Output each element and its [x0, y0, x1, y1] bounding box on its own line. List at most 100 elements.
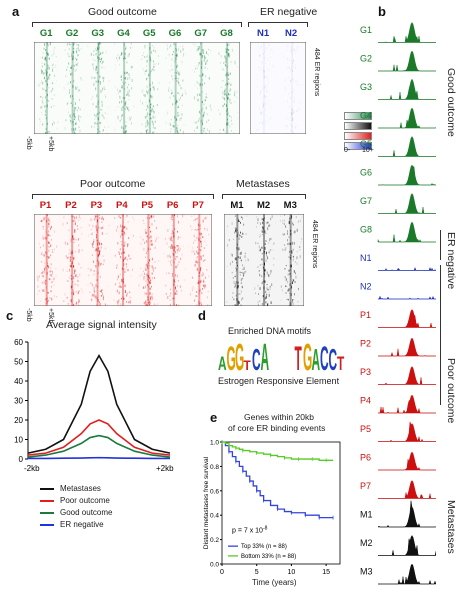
heatmap-frame [250, 42, 306, 134]
lane-label-p1: P1 [39, 200, 52, 211]
er-negative-heatmap [250, 42, 306, 134]
neg-lane-labels: N1 N2 [250, 28, 306, 42]
track-p7: P7 [360, 480, 436, 499]
lane-label-g2: G2 [65, 28, 79, 39]
survival-title-2: of core ER binding events [228, 423, 326, 433]
track-label: N2 [360, 282, 372, 292]
motif-letter: G [235, 338, 244, 372]
track-p3: P3 [360, 366, 436, 385]
motif-letter: A [312, 342, 321, 372]
track-n2: N2 [360, 282, 436, 300]
motif-letter: T [337, 354, 344, 372]
heatmap-column [62, 214, 84, 306]
track-label: P2 [360, 339, 371, 349]
heatmap-column [87, 214, 110, 306]
lane-label-m3: M3 [283, 200, 297, 211]
heatmap-column [139, 42, 160, 134]
track-p5: P5 [360, 421, 436, 442]
lane-label-p6: P6 [166, 200, 179, 211]
track-label: P1 [360, 310, 371, 320]
survival-plot-frame [221, 441, 341, 565]
heatmap-frame [224, 214, 304, 306]
heatmap-column [87, 42, 110, 134]
heatmap-column [218, 42, 239, 134]
heatmap-column [38, 42, 59, 134]
legend-green-bar [344, 112, 372, 120]
x-tick-label: 10 [288, 569, 296, 576]
track-label: G1 [360, 25, 372, 35]
track-g3: G3 [360, 78, 436, 100]
good-rows-label: 484 ER regions [313, 48, 320, 97]
track-label: N1 [360, 253, 372, 263]
track-group-poor: Poor outcome [445, 358, 457, 424]
legend-label: Poor outcome [60, 496, 110, 505]
track-label: P7 [360, 481, 371, 491]
motif-letter: T [244, 358, 252, 372]
heatmap-column [138, 214, 159, 306]
panel-b-tracks: G1 G2 G3 G4 G5 G6 G7 G8 N1 N2 P1 P2 P3 P4 P5 P6 P7 M1 M2 M3 [360, 22, 436, 585]
average-signal-chart: 0 10 20 30 40 50 60 -2kb +2kb [14, 338, 174, 473]
lane-label-p7: P7 [192, 200, 204, 211]
poor-title-bracket [32, 194, 214, 199]
heatmap-column [63, 42, 83, 134]
legend-entry: Good outcome [40, 508, 112, 517]
survival-curve [222, 441, 334, 519]
y-tick-label: 10 [14, 436, 23, 445]
lane-label-p5: P5 [141, 200, 154, 211]
motif-title: Enriched DNA motifs [228, 326, 312, 336]
heatmap-column [36, 214, 58, 306]
panel-d-label: d [198, 308, 206, 323]
good-title-bracket [32, 22, 242, 27]
good-outcome-heatmap [34, 42, 240, 134]
y-tick-label: 1.0 [210, 440, 219, 447]
heatmap-column [191, 42, 212, 134]
track-label: M3 [360, 567, 373, 577]
poor-outcome-title: Poor outcome [80, 178, 146, 190]
survival-xlabel: Time (years) [252, 578, 297, 587]
heatmap-frame [34, 42, 240, 134]
motif-caption: Estrogen Responsive Element [218, 376, 340, 386]
survival-ylabel: Distant metastases free survival [203, 456, 210, 549]
y-tick-label: 0.4 [210, 513, 219, 520]
lane-label-m1: M1 [230, 200, 244, 211]
panel-e-label: e [210, 410, 218, 425]
met-lane-labels: M1 M2 M3 [224, 200, 304, 214]
track-label: M2 [360, 538, 373, 548]
lane-label-g8: G8 [220, 28, 233, 39]
lane-label-m2: M2 [257, 200, 271, 211]
track-divider-1 [440, 230, 441, 260]
track-p6: P6 [360, 451, 436, 471]
legend-swatch [40, 487, 54, 490]
pvalue-label: p = 7 x 10-8 [232, 525, 268, 534]
motif-letter: G [303, 338, 312, 372]
track-label: P3 [360, 367, 371, 377]
lane-label-g4: G4 [117, 28, 130, 39]
track-label: G5 [360, 139, 372, 149]
lane-label-g5: G5 [142, 28, 156, 39]
track-label: G4 [360, 111, 372, 121]
track-label: P5 [360, 424, 371, 434]
y-tick-label: 60 [14, 338, 23, 347]
heatmap-column [279, 214, 303, 306]
track-group-metastases: Metastases [445, 500, 457, 554]
x-tick-label-right: +2kb [156, 464, 174, 473]
lane-label-g1: G1 [39, 28, 53, 39]
legend-swatch [40, 511, 54, 514]
series-line-poor-outcome [27, 419, 171, 456]
legend-red-bar [344, 132, 372, 140]
legend-entry: Poor outcome [40, 496, 112, 505]
panel-c-label: c [6, 308, 14, 323]
heatmap-column [114, 42, 135, 134]
y-tick-label: 30 [14, 397, 23, 406]
legend-label: ER negative [60, 520, 104, 529]
y-tick-label: 0.2 [210, 537, 219, 544]
poor-lane-labels: P1 P2 P3 P4 P5 P6 P7 [34, 200, 212, 214]
legend-black-bar [344, 122, 372, 130]
track-g4: G4 [360, 107, 436, 129]
track-g5: G5 [360, 136, 436, 157]
motif-letter: A [261, 338, 270, 372]
track-label: P6 [360, 453, 371, 463]
panel-b-label: b [378, 4, 386, 19]
legend-label: Metastases [60, 484, 101, 493]
track-m1: M1 [360, 500, 436, 528]
